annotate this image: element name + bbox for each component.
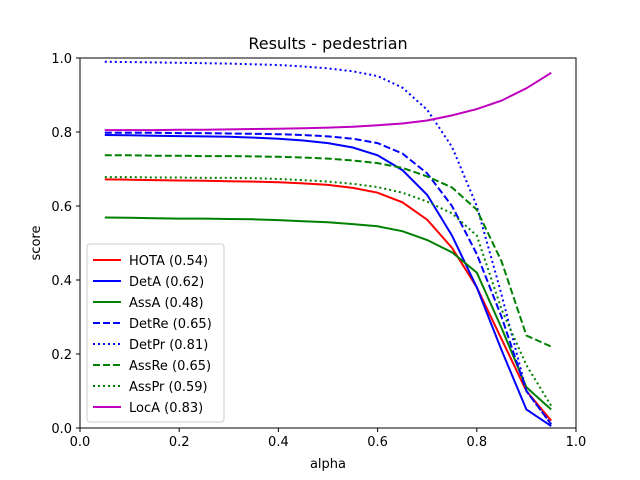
y-tick-label: 0.4 <box>51 274 72 289</box>
x-tick-label: 0.8 <box>466 435 487 450</box>
legend: HOTA (0.54) DetA (0.62) AssA (0.48) DetRe (… <box>86 243 225 423</box>
y-tick-label: 0.2 <box>51 348 72 363</box>
x-axis-label: alpha <box>310 457 346 472</box>
series-line-2 <box>104 216 552 411</box>
x-tick-label: 0.2 <box>169 435 190 450</box>
legend-entry-label: AssRe (0.65) <box>129 359 211 374</box>
series-layer <box>104 60 553 427</box>
legend-entry-label: AssA (0.48) <box>129 296 204 311</box>
series-line-3 <box>104 131 553 425</box>
y-tick-label: 0.8 <box>51 126 72 141</box>
chart-title: Results - pedestrian <box>248 34 407 53</box>
legend-entry-label: DetPr (0.81) <box>129 338 208 353</box>
y-tick-label: 1.0 <box>51 52 72 67</box>
legend-entry-label: AssPr (0.59) <box>129 380 208 395</box>
y-tick-label: 0.6 <box>51 200 72 215</box>
legend-entry-label: DetRe (0.65) <box>129 317 212 332</box>
plot-frame <box>79 57 577 429</box>
series-line-1 <box>104 134 552 427</box>
legend-box <box>86 243 225 423</box>
x-tick-label: 0.4 <box>268 435 289 450</box>
x-axis-ticks: 0.0 0.2 0.4 0.6 0.8 1.0 <box>70 428 587 450</box>
series-line-7 <box>104 71 552 132</box>
x-tick-label: 0.0 <box>70 435 91 450</box>
x-tick-label: 1.0 <box>566 435 587 450</box>
y-tick-label: 0.0 <box>51 422 72 437</box>
x-tick-label: 0.6 <box>367 435 388 450</box>
y-axis-label: score <box>29 226 44 261</box>
legend-entry-label: HOTA (0.54) <box>129 254 208 269</box>
y-axis-ticks: 0.0 0.2 0.4 0.6 0.8 1.0 <box>51 52 80 437</box>
series-line-5 <box>104 154 552 348</box>
legend-entry-label: DetA (0.62) <box>129 275 204 290</box>
series-line-6 <box>104 176 553 407</box>
legend-entry-label: LocA (0.83) <box>129 401 203 416</box>
